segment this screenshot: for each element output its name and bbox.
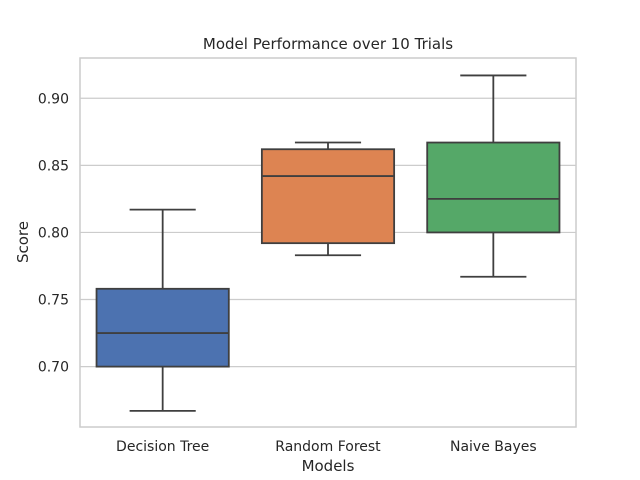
interquartile-box — [426, 141, 561, 234]
x-tick-labels: Decision Tree Random Forest Naive Bayes — [116, 439, 537, 455]
y-tick-label: 0.90 — [38, 91, 69, 107]
y-tick-label: 0.85 — [38, 158, 69, 174]
y-tick-label: 0.80 — [38, 225, 69, 241]
x-axis-label: Models — [302, 457, 355, 475]
y-tick-labels: 0.70 0.75 0.80 0.85 0.90 — [38, 91, 69, 375]
box-decision-tree — [95, 208, 230, 412]
x-tick-label: Random Forest — [275, 439, 381, 455]
y-tick-label: 0.70 — [38, 360, 69, 376]
box-naive-bayes — [426, 74, 561, 278]
interquartile-box — [260, 148, 396, 245]
chart-title: Model Performance over 10 Trials — [203, 35, 453, 53]
box-random-forest — [260, 141, 396, 257]
x-tick-label: Decision Tree — [116, 439, 209, 455]
box-plots — [95, 74, 561, 412]
y-axis-label: Score — [14, 221, 32, 263]
interquartile-box — [95, 287, 230, 368]
plot-frame — [79, 57, 577, 428]
y-tick-label: 0.75 — [38, 293, 69, 309]
x-tick-label: Naive Bayes — [450, 439, 537, 455]
